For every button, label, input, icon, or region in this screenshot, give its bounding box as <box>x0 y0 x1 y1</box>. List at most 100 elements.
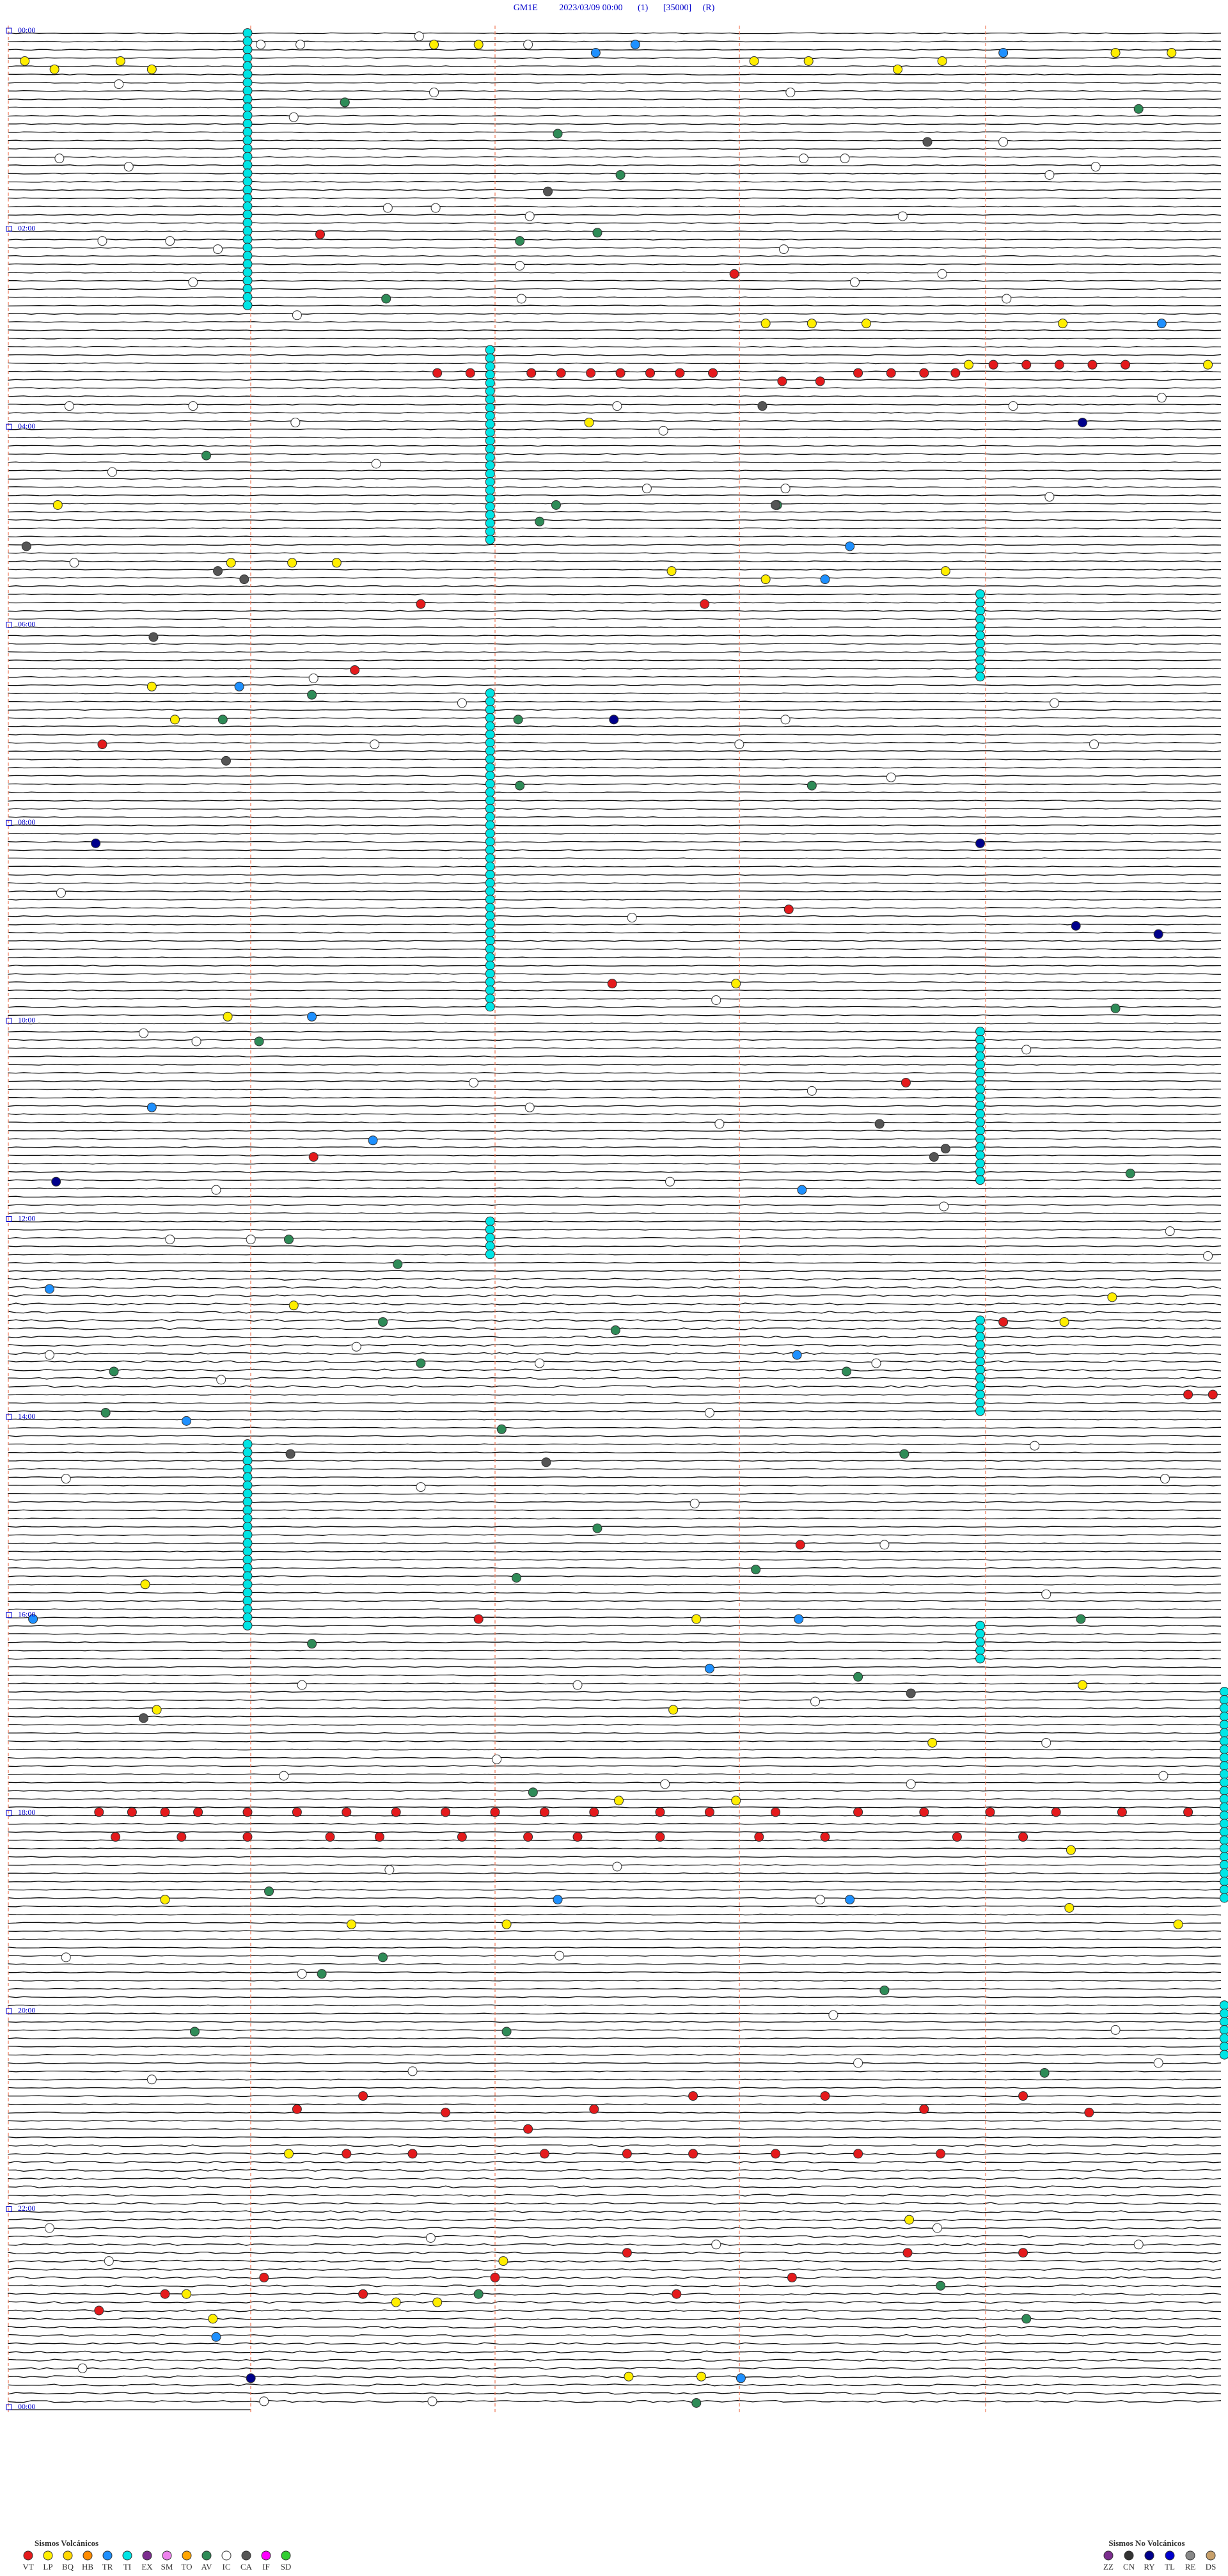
event-marker <box>242 1489 253 1499</box>
event-marker <box>21 541 31 551</box>
event-marker <box>416 1482 426 1492</box>
event-marker <box>1160 1474 1170 1484</box>
event-marker <box>940 1144 950 1154</box>
event-marker <box>384 1865 395 1875</box>
event-marker <box>242 1522 253 1531</box>
trace <box>8 98 1222 100</box>
event-marker <box>69 558 79 568</box>
event-marker <box>820 1832 830 1842</box>
event-marker <box>292 1807 302 1817</box>
event-marker <box>146 2074 157 2085</box>
event-marker <box>430 203 441 213</box>
event-marker <box>146 681 157 691</box>
event-marker <box>148 632 159 642</box>
event-marker <box>874 1119 885 1129</box>
event-marker <box>242 1505 253 1515</box>
event-marker <box>242 86 253 96</box>
event-marker <box>1203 1251 1213 1261</box>
event-marker <box>242 1588 253 1598</box>
event-marker <box>1219 1876 1228 1886</box>
event-marker <box>975 1043 986 1053</box>
event-marker <box>485 721 495 731</box>
event-marker <box>780 715 791 725</box>
event-marker <box>886 368 896 378</box>
event-marker <box>615 170 626 180</box>
event-marker <box>297 1969 307 1979</box>
event-marker <box>242 259 253 269</box>
trace <box>8 2375 1222 2378</box>
event-marker <box>975 1101 986 1111</box>
trace <box>8 775 1222 777</box>
event-marker <box>242 102 253 113</box>
trace <box>8 1542 1222 1544</box>
event-marker <box>1030 1441 1040 1451</box>
trace <box>8 1187 1222 1190</box>
channel: (1) <box>638 3 649 13</box>
event-marker <box>1084 2107 1094 2117</box>
event-marker <box>242 168 253 178</box>
event-marker <box>1121 360 1131 370</box>
event-marker <box>1076 1614 1086 1624</box>
trace <box>8 2136 1222 2138</box>
event-marker <box>242 267 253 278</box>
event-marker <box>975 672 986 682</box>
trace <box>8 1055 1221 1057</box>
event-marker <box>675 368 685 378</box>
event-marker <box>307 690 317 700</box>
event-marker <box>689 1498 700 1508</box>
event-marker <box>1219 1728 1228 1738</box>
event-marker <box>242 152 253 162</box>
trace <box>8 1261 1221 1264</box>
event-marker <box>64 401 74 411</box>
event-marker <box>515 780 525 791</box>
legend-label: TO <box>181 2562 192 2572</box>
trace <box>8 2309 1222 2312</box>
legend-label: HB <box>82 2562 93 2572</box>
event-marker <box>485 919 495 929</box>
legend-label: CN <box>1123 2562 1135 2572</box>
event-marker <box>242 201 253 211</box>
trace <box>8 593 1222 596</box>
event-marker <box>757 401 767 411</box>
event-marker <box>340 97 350 107</box>
event-marker <box>391 1807 401 1817</box>
trace <box>8 1666 1221 1668</box>
trace <box>8 329 1222 331</box>
event-marker <box>523 40 533 50</box>
event-marker <box>975 1158 986 1169</box>
event-marker <box>246 1235 256 1245</box>
legend-swatch <box>241 2550 251 2561</box>
trace <box>8 2169 1222 2172</box>
trace <box>8 502 1221 505</box>
time-tick <box>6 2008 12 2014</box>
event-marker <box>485 869 495 880</box>
event-marker <box>358 2289 368 2299</box>
legend-swatch <box>102 2550 113 2561</box>
event-marker <box>535 516 545 526</box>
trace <box>8 313 1222 315</box>
legend-swatch <box>1144 2550 1154 2561</box>
event-marker <box>351 1341 361 1352</box>
event-marker <box>496 1424 507 1434</box>
event-marker <box>615 368 626 378</box>
trace <box>8 1245 1222 1247</box>
event-marker <box>807 319 817 329</box>
event-marker <box>1219 2050 1228 2060</box>
time-label: 20:00 <box>18 2006 35 2015</box>
legend-label: SD <box>281 2562 292 2572</box>
event-marker <box>853 1671 863 1682</box>
event-marker <box>950 368 961 378</box>
event-marker <box>749 56 759 66</box>
event-marker <box>708 368 718 378</box>
event-marker <box>893 64 903 74</box>
event-marker <box>485 394 495 404</box>
event-marker <box>485 713 495 723</box>
event-marker <box>975 1340 986 1350</box>
event-marker <box>760 319 771 329</box>
event-marker <box>1219 1744 1228 1755</box>
event-marker <box>292 310 302 320</box>
trace <box>8 2160 1222 2164</box>
trace <box>8 1806 1222 1808</box>
trace <box>8 1600 1222 1602</box>
event-marker <box>1203 360 1213 370</box>
